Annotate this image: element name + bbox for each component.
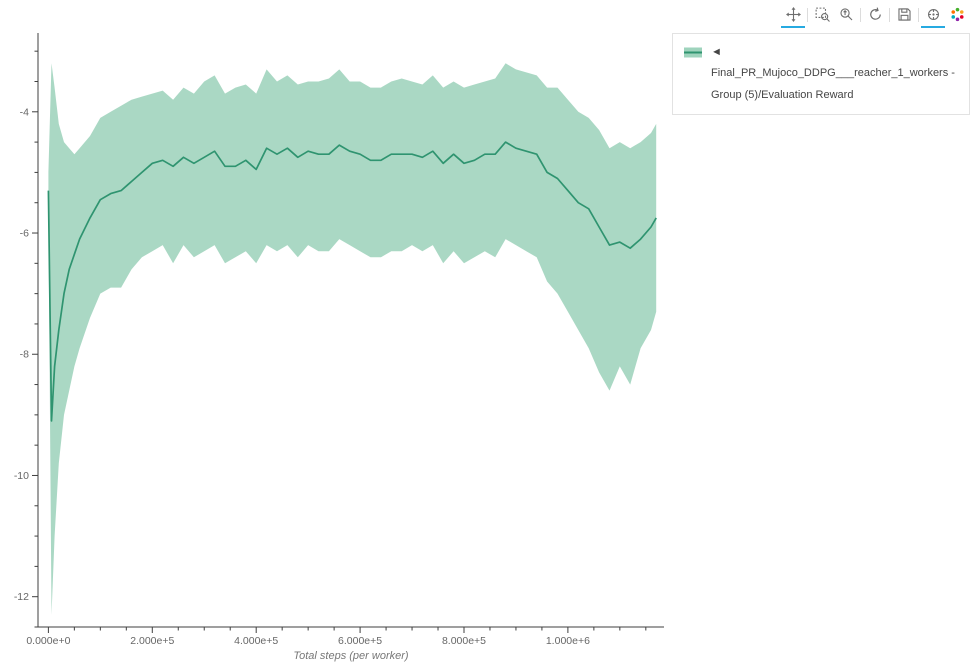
wheel-zoom-icon (838, 6, 855, 23)
save-icon (896, 6, 913, 23)
toolbar-separator (918, 8, 919, 22)
y-tick-label: -6 (20, 228, 29, 240)
toolbar-separator (807, 8, 808, 22)
tool-pan-button[interactable] (781, 2, 805, 28)
confidence-band (48, 63, 657, 615)
mean-line (47, 141, 657, 422)
legend-swatch-icon (684, 47, 702, 58)
x-axis-title: Total steps (per worker) (293, 650, 409, 662)
hover-icon (925, 6, 942, 23)
legend-label: ◄ Final_PR_Mujoco_DDPG___reacher_1_worke… (711, 46, 955, 101)
toolbar-separator (860, 8, 861, 22)
y-tick-label: -4 (20, 106, 29, 118)
y-tick-label: -10 (14, 470, 29, 482)
reset-icon (867, 6, 884, 23)
tool-reset-button[interactable] (863, 2, 887, 28)
y-tick-label: -12 (14, 591, 29, 603)
x-tick-label: 4.000e+5 (234, 635, 278, 647)
tool-bokeh-logo-button[interactable] (945, 2, 969, 28)
legend: ◄ Final_PR_Mujoco_DDPG___reacher_1_worke… (672, 33, 970, 116)
y-tick-label: -8 (20, 349, 29, 361)
bokeh-logo-icon (949, 6, 966, 23)
x-tick-label: 6.000e+5 (338, 635, 382, 647)
box-zoom-icon (814, 6, 831, 23)
legend-item[interactable]: ◄ Final_PR_Mujoco_DDPG___reacher_1_worke… (683, 42, 959, 106)
x-tick-label: 2.000e+5 (130, 635, 174, 647)
toolbar (781, 2, 969, 28)
x-tick-label: 0.000e+0 (26, 635, 70, 647)
tool-save-button[interactable] (892, 2, 916, 28)
x-tick-label: 1.000e+6 (546, 635, 590, 647)
pan-icon (785, 6, 802, 23)
tool-box-zoom-button[interactable] (810, 2, 834, 28)
x-tick-label: 8.000e+5 (442, 635, 486, 647)
tool-wheel-zoom-button[interactable] (834, 2, 858, 28)
tool-hover-button[interactable] (921, 2, 945, 28)
toolbar-separator (889, 8, 890, 22)
